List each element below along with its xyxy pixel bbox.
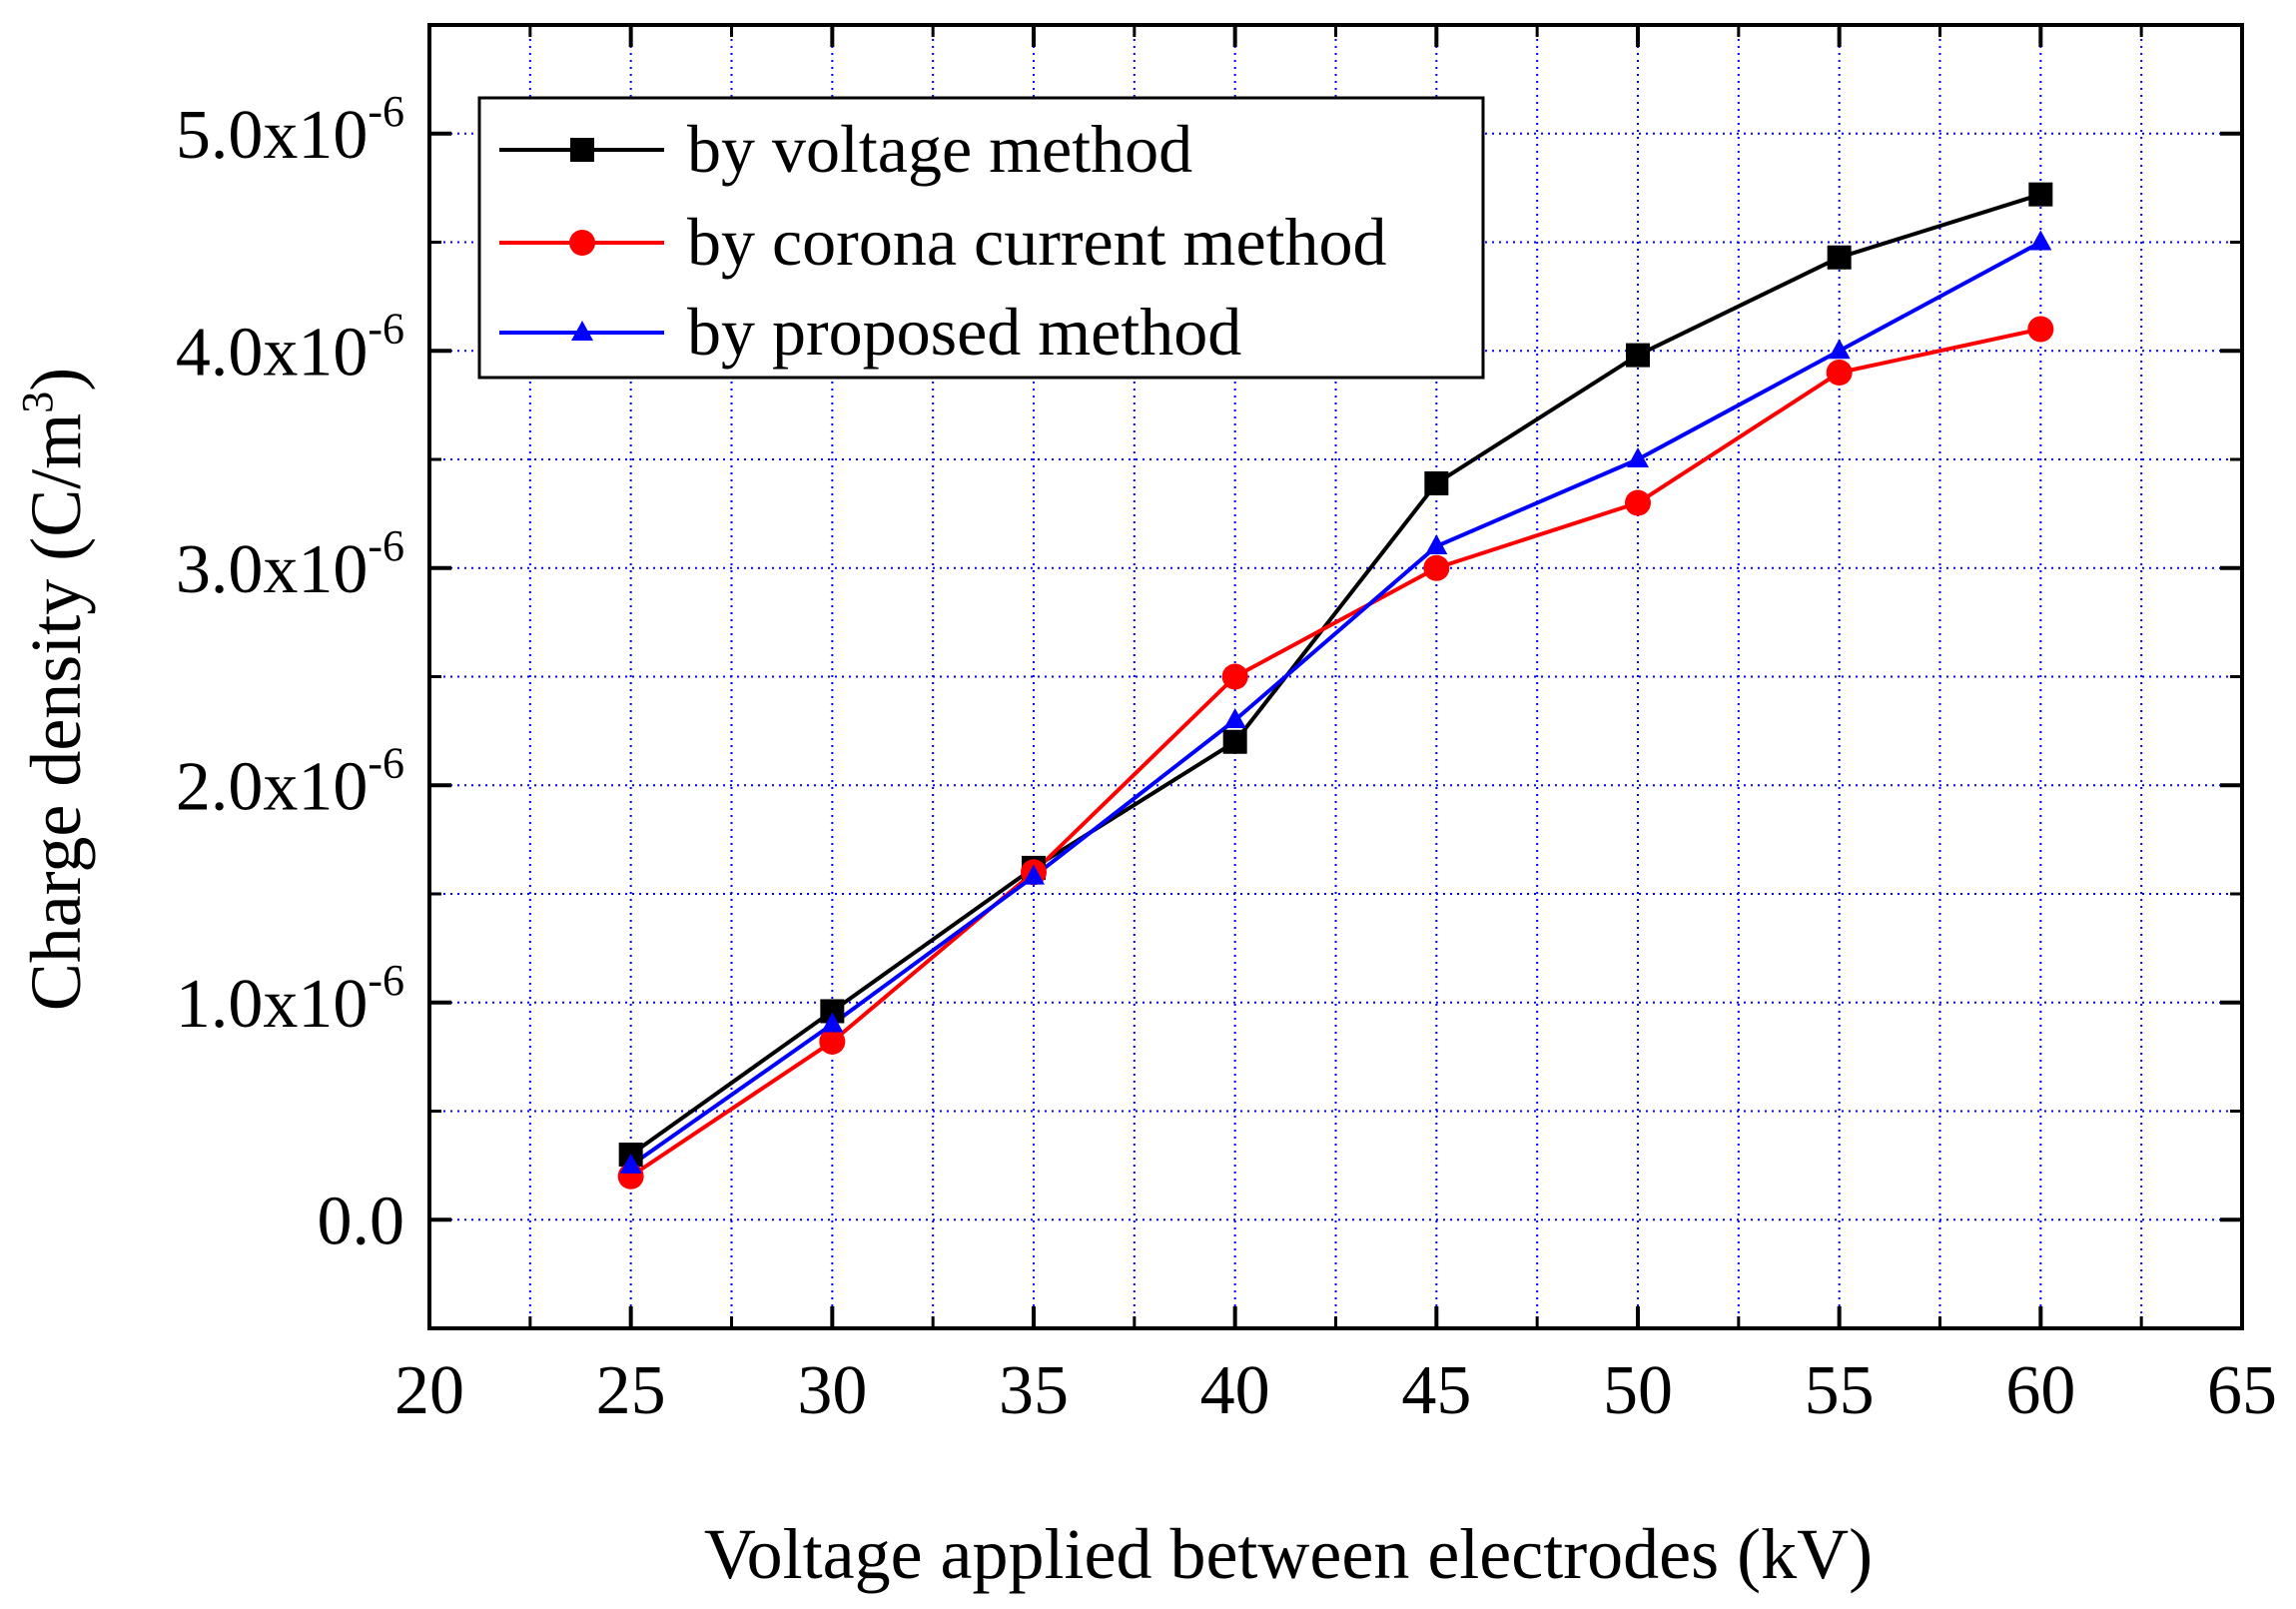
axis-ticks: [427, 25, 2244, 1330]
y-tick-label: 0.0: [318, 1183, 405, 1259]
legend: by voltage method by corona current metho…: [477, 96, 1485, 380]
y-tick-label: 4.0x10-6: [176, 304, 404, 391]
y-tick-label: 3.0x10-6: [176, 521, 404, 608]
data-point: [2027, 316, 2054, 343]
x-tick-label: 30: [797, 1352, 867, 1429]
y-tick-label: 2.0x10-6: [176, 738, 404, 825]
y-tick-mantissa: 2.0x10: [176, 748, 369, 825]
data-point: [2028, 182, 2053, 207]
series-line: [629, 327, 2041, 1179]
data-point: [1222, 729, 1247, 754]
y-tick-labels: 0.01.0x10-62.0x10-63.0x10-64.0x10-65.0x1…: [176, 87, 404, 1260]
legend-entry: by voltage method: [499, 111, 1192, 187]
data-point: [619, 1153, 642, 1174]
x-tick-label: 65: [2207, 1352, 2277, 1429]
x-tick-label: 50: [1603, 1352, 1673, 1429]
legend-entry: by proposed method: [499, 294, 1241, 370]
data-point: [1625, 489, 1651, 516]
data-point: [819, 1028, 846, 1055]
y-tick-exponent: -6: [368, 738, 404, 787]
series-1: [629, 327, 2041, 1179]
series-line: [629, 192, 2041, 1157]
x-axis-title: Voltage applied between electrodes (kV): [704, 1514, 1873, 1594]
y-tick-mantissa: 4.0x10: [176, 314, 369, 391]
y-tick-exponent: -6: [368, 87, 404, 136]
data-point: [1023, 864, 1045, 885]
y-tick-exponent: -6: [368, 304, 404, 353]
legend-entry: by corona current method: [499, 204, 1387, 280]
legend-marker: [570, 138, 594, 162]
data-point: [1827, 245, 1852, 270]
legend-label: by voltage method: [687, 111, 1192, 187]
y-tick-exponent: -6: [368, 956, 404, 1005]
y-tick-label: 1.0x10-6: [176, 956, 404, 1043]
legend-label: by corona current method: [687, 204, 1387, 280]
x-tick-label: 60: [2005, 1352, 2075, 1429]
data-point: [1826, 360, 1853, 386]
y-tick-label: 5.0x10-6: [176, 87, 404, 174]
series-markers-2: [619, 230, 2052, 1174]
x-tick-label: 35: [999, 1352, 1069, 1429]
data-point: [820, 999, 845, 1024]
y-tick-mantissa: 1.0x10: [176, 966, 369, 1043]
x-tick-label: 55: [1805, 1352, 1875, 1429]
series-line: [629, 240, 2042, 1168]
x-tick-label: 25: [596, 1352, 666, 1429]
x-tick-label: 20: [394, 1352, 464, 1429]
x-tick-label: 45: [1401, 1352, 1471, 1429]
y-tick-exponent: -6: [368, 521, 404, 570]
y-axis-title: Charge density (C/m3): [13, 368, 96, 1012]
data-point: [1223, 708, 1246, 728]
data-point: [1221, 663, 1248, 690]
data-point: [2029, 230, 2052, 251]
data-point: [1424, 470, 1449, 495]
legend-marker: [571, 321, 593, 341]
data-point: [1626, 343, 1650, 368]
data-point: [1627, 447, 1649, 467]
data-point: [1425, 534, 1448, 554]
data-point: [821, 1012, 844, 1033]
x-tick-label: 40: [1200, 1352, 1270, 1429]
series-2: [629, 240, 2042, 1168]
y-axis-title-exp: 3: [13, 392, 62, 413]
data-point: [1423, 554, 1450, 581]
y-axis-title-main: Charge density (C/m: [16, 413, 96, 1012]
legend-marker: [569, 230, 595, 256]
data-point: [1828, 339, 1851, 360]
y-axis-title-close: ): [16, 368, 96, 392]
y-tick-mantissa: 5.0x10: [176, 97, 369, 174]
legend-label: by proposed method: [687, 294, 1241, 370]
y-tick-mantissa: 3.0x10: [176, 531, 369, 608]
series-0: [629, 192, 2041, 1157]
data-series: [617, 182, 2054, 1190]
y-tick-mantissa: 0.0: [318, 1183, 405, 1259]
series-markers-0: [618, 182, 2053, 1167]
x-tick-labels: 20 25 30 35 40 45 50 55 60 65: [394, 1352, 2277, 1429]
grid: [429, 25, 2242, 1328]
